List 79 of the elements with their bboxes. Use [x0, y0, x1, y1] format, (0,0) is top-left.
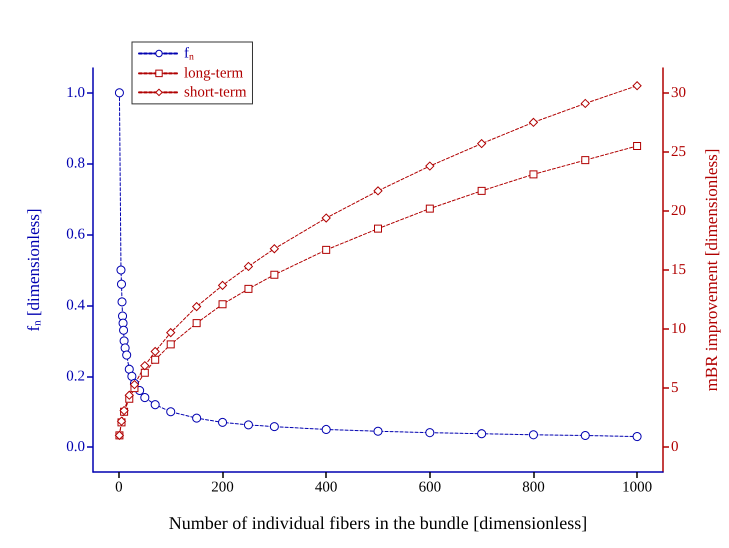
- point: [127, 372, 136, 381]
- y2-tick-label: 0: [671, 439, 678, 456]
- x-tick-label: 1000: [622, 480, 652, 496]
- point: [270, 422, 279, 432]
- point: [477, 139, 486, 148]
- point: [118, 312, 128, 321]
- y2-axis-title: mBR improvement [dimensionless]: [702, 148, 721, 392]
- point: [477, 429, 486, 438]
- point: [118, 297, 127, 306]
- point: [150, 400, 160, 410]
- point: [192, 319, 201, 328]
- y-tick-label: 0.4: [66, 297, 86, 314]
- point: [150, 347, 160, 356]
- y2-tick-label: 15: [671, 262, 686, 278]
- x-tick-label: 400: [314, 480, 338, 496]
- x-axis-title: Number of individual fibers in the bundle [dimensionless]: [168, 513, 588, 533]
- point: [116, 266, 126, 274]
- point: [140, 393, 150, 402]
- point: [632, 432, 642, 442]
- y-tick-label: 1.0: [66, 84, 85, 101]
- y2-tick-label: 25: [671, 144, 686, 160]
- point: [322, 424, 331, 434]
- x-tick-label: 800: [522, 480, 545, 496]
- point: [374, 186, 382, 196]
- y-tick-label: 0.0: [66, 439, 85, 456]
- point: [117, 280, 126, 289]
- y-tick-label: 0.8: [66, 156, 85, 172]
- point: [166, 407, 176, 416]
- point: [244, 262, 253, 271]
- point: [244, 284, 252, 293]
- point: [633, 142, 642, 150]
- point: [374, 426, 382, 436]
- point: [425, 428, 434, 438]
- point: [120, 343, 130, 352]
- y-tick-label: 0.2: [66, 368, 85, 384]
- point: [122, 350, 132, 360]
- point: [119, 326, 128, 335]
- point: [192, 302, 202, 312]
- point: [270, 270, 278, 279]
- y2-tick-label: 30: [671, 84, 686, 101]
- point: [374, 224, 382, 233]
- y-axis-title: fn [dimensionless]: [24, 208, 44, 332]
- x-tick-label: 0: [115, 480, 123, 496]
- legend-label: short-term: [184, 84, 247, 100]
- y-tick-label: 0.6: [66, 226, 86, 243]
- y2-tick-label: 5: [671, 380, 678, 396]
- point: [425, 162, 434, 171]
- x-tick-label: 200: [211, 480, 234, 496]
- point: [632, 81, 642, 90]
- point: [529, 170, 538, 178]
- point: [528, 118, 538, 127]
- point: [244, 420, 253, 430]
- point: [151, 356, 160, 364]
- point: [426, 204, 434, 213]
- point: [528, 430, 538, 440]
- point: [322, 246, 330, 254]
- point: [580, 98, 590, 108]
- point: [166, 340, 175, 348]
- y2-tick-label: 20: [671, 202, 686, 219]
- point: [270, 244, 279, 254]
- point: [218, 418, 228, 427]
- point: [118, 318, 128, 328]
- point: [580, 431, 590, 440]
- y2-tick-label: 10: [671, 321, 686, 338]
- point: [140, 361, 150, 370]
- point: [124, 390, 134, 400]
- point: [218, 280, 228, 290]
- point: [166, 328, 176, 338]
- point: [140, 368, 149, 377]
- point: [581, 156, 590, 164]
- point: [120, 336, 129, 346]
- point: [114, 88, 124, 98]
- point: [218, 300, 227, 308]
- point: [322, 214, 331, 223]
- x-tick-label: 600: [418, 480, 442, 496]
- point: [478, 186, 486, 195]
- point: [124, 364, 134, 374]
- legend-label: long-term: [184, 65, 244, 82]
- point: [192, 414, 202, 423]
